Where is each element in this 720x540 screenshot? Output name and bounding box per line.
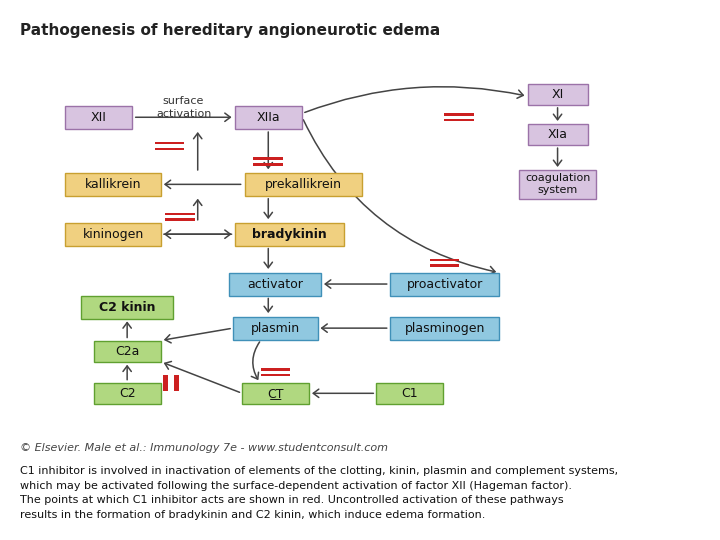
Bar xyxy=(518,170,596,199)
Bar xyxy=(444,119,474,122)
Bar xyxy=(81,295,173,319)
Text: prekallikrein: prekallikrein xyxy=(265,178,342,191)
Text: kallikrein: kallikrein xyxy=(85,178,141,191)
Bar xyxy=(94,383,161,404)
Bar xyxy=(233,316,318,340)
Bar xyxy=(390,316,500,340)
Bar xyxy=(235,106,302,129)
Bar xyxy=(376,383,443,404)
Text: C2: C2 xyxy=(119,387,135,400)
Text: XIa: XIa xyxy=(548,128,567,141)
Text: kininogen: kininogen xyxy=(82,228,144,241)
Text: C2 kinin: C2 kinin xyxy=(99,301,156,314)
Text: © Elsevier. Male et al.: Immunology 7e - www.studentconsult.com: © Elsevier. Male et al.: Immunology 7e -… xyxy=(20,443,388,453)
Text: plasmin: plasmin xyxy=(251,322,300,335)
Bar xyxy=(246,173,361,196)
Bar xyxy=(230,273,321,295)
Bar xyxy=(253,163,283,166)
Bar xyxy=(163,375,168,390)
Bar xyxy=(155,142,184,145)
Bar xyxy=(261,368,290,370)
Bar xyxy=(444,113,474,116)
Bar xyxy=(430,259,459,261)
Bar xyxy=(66,106,132,129)
Bar xyxy=(94,341,161,362)
Text: C2a: C2a xyxy=(115,345,140,357)
Text: proactivator: proactivator xyxy=(407,278,483,291)
Text: XIIa: XIIa xyxy=(256,111,280,124)
Text: C͟T: C͟T xyxy=(267,387,284,400)
Bar xyxy=(242,383,309,404)
Text: coagulation
system: coagulation system xyxy=(525,173,590,195)
Bar xyxy=(528,124,588,145)
Bar xyxy=(235,222,344,246)
Text: plasminogen: plasminogen xyxy=(405,322,485,335)
Text: activator: activator xyxy=(248,278,303,291)
Bar xyxy=(155,147,184,150)
Bar xyxy=(166,213,195,215)
Text: surface
activation: surface activation xyxy=(156,97,211,119)
Bar xyxy=(430,265,459,267)
Bar xyxy=(174,375,179,390)
Text: XI: XI xyxy=(552,88,564,101)
Text: XII: XII xyxy=(91,111,107,124)
Bar xyxy=(66,222,161,246)
Bar xyxy=(253,157,283,160)
Bar xyxy=(66,173,161,196)
Bar xyxy=(390,273,500,295)
Text: Pathogenesis of hereditary angioneurotic edema: Pathogenesis of hereditary angioneurotic… xyxy=(20,23,440,38)
Bar xyxy=(528,84,588,105)
Text: bradykinin: bradykinin xyxy=(252,228,327,241)
Text: C1 inhibitor is involved in inactivation of elements of the clotting, kinin, pla: C1 inhibitor is involved in inactivation… xyxy=(20,467,618,519)
Bar xyxy=(261,374,290,376)
Text: C1: C1 xyxy=(401,387,418,400)
Bar xyxy=(166,219,195,221)
